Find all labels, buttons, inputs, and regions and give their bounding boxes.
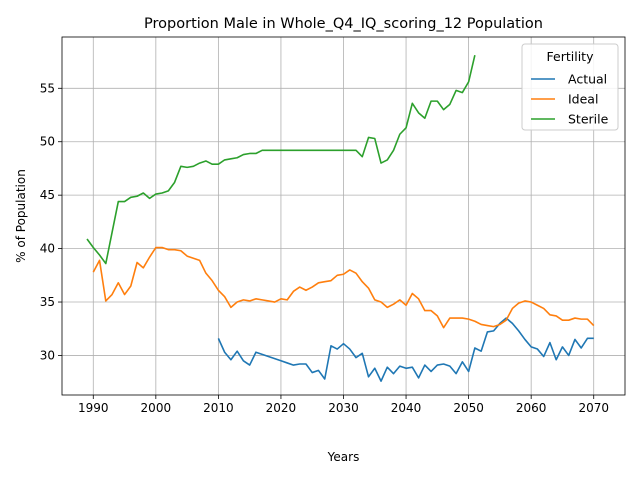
- x-tick-label: 2070: [578, 401, 609, 415]
- y-tick-label: 55: [40, 81, 55, 95]
- y-tick-label: 35: [40, 295, 55, 309]
- y-tick-label: 40: [40, 242, 55, 256]
- legend-label-sterile: Sterile: [568, 112, 609, 127]
- x-tick-label: 2020: [266, 401, 297, 415]
- legend-box: [521, 43, 619, 131]
- series-line-actual: [217, 317, 594, 382]
- x-axis-label: Years: [327, 450, 360, 464]
- y-tick-label: 30: [40, 348, 55, 362]
- x-tick-label: 2010: [203, 401, 234, 415]
- series-lines: [86, 54, 595, 382]
- legend: Fertility Actual Ideal Sterile: [521, 43, 619, 131]
- legend-title: Fertility: [547, 49, 595, 64]
- series-line-sterile: [86, 54, 476, 265]
- y-tick-label: 45: [40, 188, 55, 202]
- x-tick-label: 2050: [453, 401, 484, 415]
- x-tick-label: 1990: [78, 401, 109, 415]
- x-tick-label: 2030: [328, 401, 359, 415]
- y-tick-label: 50: [40, 135, 55, 149]
- chart-title: Proportion Male in Whole_Q4_IQ_scoring_1…: [144, 16, 543, 32]
- x-tick-label: 2060: [516, 401, 547, 415]
- y-axis-label: % of Population: [14, 169, 28, 263]
- x-tick-label: 2040: [391, 401, 422, 415]
- x-tick-label: 2000: [141, 401, 172, 415]
- grid: [62, 37, 625, 395]
- axis-ticks: 1990 2000 2010 2020 2030 2040 2050 2060 2070 30 35…: [40, 81, 609, 415]
- legend-label-actual: Actual: [568, 72, 607, 87]
- legend-label-ideal: Ideal: [568, 92, 598, 107]
- series-line-ideal: [92, 246, 595, 329]
